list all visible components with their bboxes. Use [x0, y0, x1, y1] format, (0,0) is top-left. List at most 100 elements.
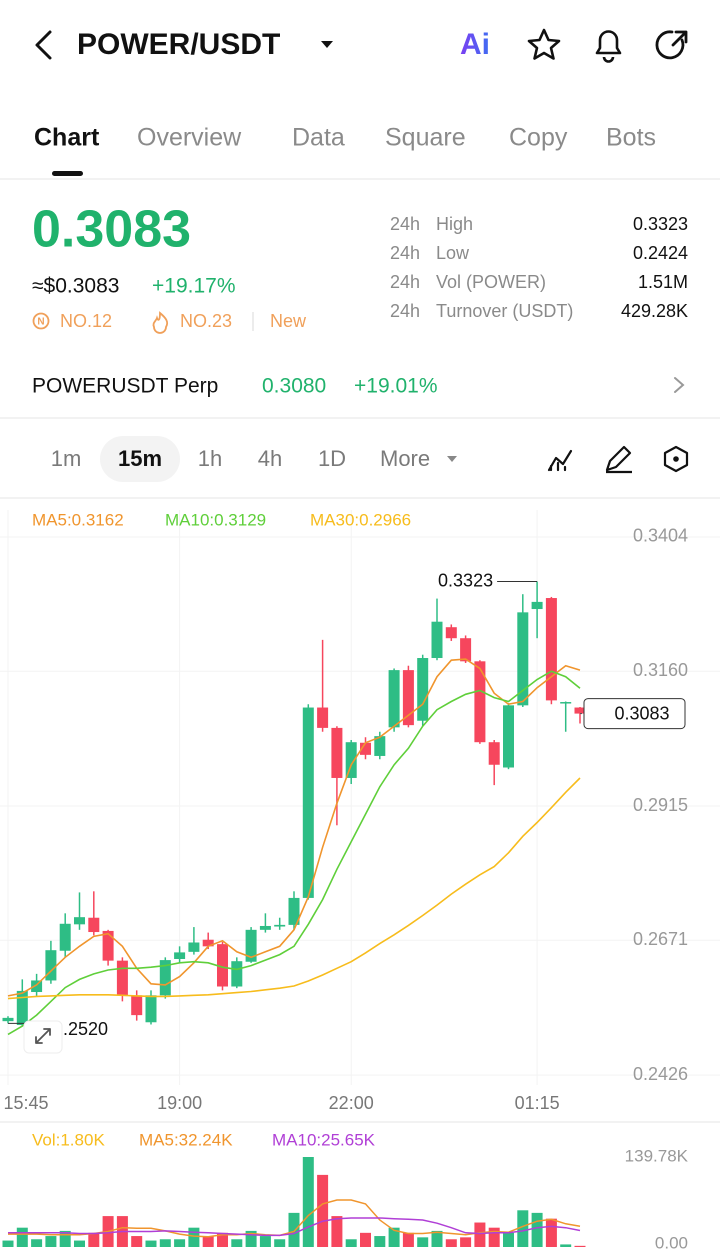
- interval-bar: 1m 15m 1h 4h 1D More: [51, 446, 430, 471]
- interval[interactable]: 1D: [318, 446, 346, 471]
- volume-bar: [131, 1236, 143, 1247]
- volume-bar: [517, 1210, 529, 1247]
- y-tick-label: 0.3160: [633, 660, 688, 680]
- tab[interactable]: Data: [292, 124, 345, 152]
- candle-body: [402, 670, 414, 726]
- legend-entry: MA5:32.24K: [139, 1130, 233, 1149]
- hot-badge[interactable]: NO.23: [180, 311, 232, 331]
- candle-body: [145, 995, 157, 1023]
- ai-button[interactable]: Ai: [460, 28, 490, 61]
- y-tick-label: 139.78K: [625, 1146, 689, 1165]
- volume-bar: [545, 1218, 557, 1247]
- volume-bar: [145, 1240, 157, 1247]
- pair-caret[interactable]: [321, 41, 333, 48]
- candle-body: [45, 950, 57, 981]
- pair-title[interactable]: POWER/USDT: [77, 28, 280, 61]
- legend-entry: Vol:1.80K: [32, 1130, 105, 1149]
- candle-body: [474, 661, 486, 743]
- volume-bar: [360, 1232, 371, 1247]
- candle-body: [574, 707, 586, 714]
- perp-chevron[interactable]: [674, 377, 685, 393]
- candle-body: [274, 924, 286, 927]
- legend-entry: MA10:25.65K: [272, 1130, 376, 1149]
- volume-bar: [402, 1232, 414, 1247]
- draw-button[interactable]: [605, 445, 632, 474]
- rank-icon-mark: N: [37, 317, 44, 328]
- more-caret[interactable]: [447, 456, 457, 462]
- candle-body: [31, 980, 43, 993]
- volume-bar: [302, 1157, 314, 1247]
- candle-body: [531, 601, 543, 610]
- legend-entry: MA30:0.2966: [310, 510, 411, 529]
- candle-body: [374, 736, 386, 756]
- x-tick-label: 19:00: [157, 1093, 202, 1113]
- legend-entry: MA5:0.3162: [32, 510, 124, 529]
- tab[interactable]: Overview: [137, 124, 242, 152]
- stat-value: 429.28K: [621, 301, 688, 321]
- volume-bar: [217, 1232, 228, 1247]
- volume-bar: [202, 1236, 214, 1247]
- volume-bar: [59, 1230, 71, 1247]
- high-marker-label: 0.3323: [438, 570, 493, 590]
- volume-bar: [231, 1239, 243, 1247]
- x-tick-label: 01:15: [515, 1093, 560, 1113]
- candle-body: [231, 961, 243, 987]
- perp-name[interactable]: POWERUSDT Perp: [32, 375, 218, 398]
- stat-value: 0.3323: [633, 214, 688, 234]
- candle-body: [202, 939, 214, 947]
- volume-bar: [45, 1236, 57, 1247]
- last-price-box: [583, 698, 686, 730]
- volume-bar: [431, 1230, 443, 1247]
- candle-body: [317, 707, 329, 728]
- volume-bar: [88, 1232, 100, 1247]
- settings-button[interactable]: [663, 445, 689, 473]
- tab[interactable]: Square: [385, 124, 466, 152]
- interval[interactable]: 15m: [118, 446, 162, 471]
- stat-value: 0.2424: [633, 243, 688, 263]
- volume-bar: [317, 1174, 329, 1247]
- candle-body: [488, 742, 500, 765]
- volume-bar: [2, 1240, 14, 1247]
- y-tick-label: 0.2915: [633, 795, 688, 815]
- ma-line: [7, 777, 581, 1000]
- settings-dot: [673, 456, 679, 462]
- back-button[interactable]: [35, 30, 52, 60]
- volume-ma-line: [8, 1199, 581, 1238]
- rank-badge[interactable]: NO.12: [60, 311, 112, 331]
- favorite-button[interactable]: [527, 28, 561, 60]
- interval[interactable]: 1m: [51, 446, 82, 471]
- alert-button[interactable]: [595, 30, 622, 63]
- share-arrow: [671, 30, 688, 47]
- stat-period: 24h: [390, 272, 420, 292]
- volume-bar: [16, 1227, 28, 1247]
- tab[interactable]: Copy: [509, 124, 568, 152]
- y-tick-label: 0.2426: [633, 1064, 688, 1084]
- stat-label: Vol (POWER): [436, 272, 546, 292]
- stat-period: 24h: [390, 243, 420, 263]
- candle-body: [388, 670, 400, 728]
- volume-bar: [274, 1239, 286, 1247]
- candle-body: [2, 1017, 14, 1022]
- interval[interactable]: 1h: [198, 446, 222, 471]
- volume-bar: [488, 1227, 500, 1247]
- volume-bar: [445, 1239, 457, 1247]
- interval[interactable]: More: [380, 446, 430, 471]
- volume-bar: [388, 1227, 400, 1247]
- volume-chart[interactable]: 139.78K 0.00 Vol:1.80K MA5:32.24K MA10:25.65…: [2, 1130, 689, 1252]
- volume-ma-line: [8, 1217, 581, 1237]
- expand-icon: [35, 1028, 51, 1044]
- x-tick-label: 15:45: [3, 1093, 48, 1113]
- price-chart[interactable]: 0.3404 0.3160 0.2915 0.2671 0.2426 15:45 19:00…: [0, 510, 720, 1113]
- hot-icon: [152, 311, 169, 334]
- tab[interactable]: Chart: [34, 124, 100, 152]
- share-button[interactable]: [655, 30, 685, 60]
- candle-body: [131, 995, 143, 1016]
- perp-change: +19.01%: [354, 375, 438, 398]
- interval[interactable]: 4h: [258, 446, 282, 471]
- tab[interactable]: Bots: [606, 124, 656, 152]
- stat-period: 24h: [390, 214, 420, 234]
- perp-price: 0.3080: [262, 375, 326, 398]
- indicator-button[interactable]: [547, 449, 573, 472]
- candle-body: [517, 612, 529, 706]
